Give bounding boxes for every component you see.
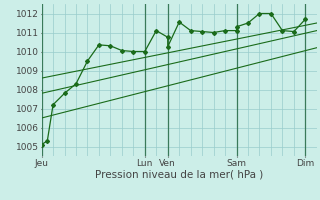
X-axis label: Pression niveau de la mer( hPa ): Pression niveau de la mer( hPa ) — [95, 169, 263, 179]
